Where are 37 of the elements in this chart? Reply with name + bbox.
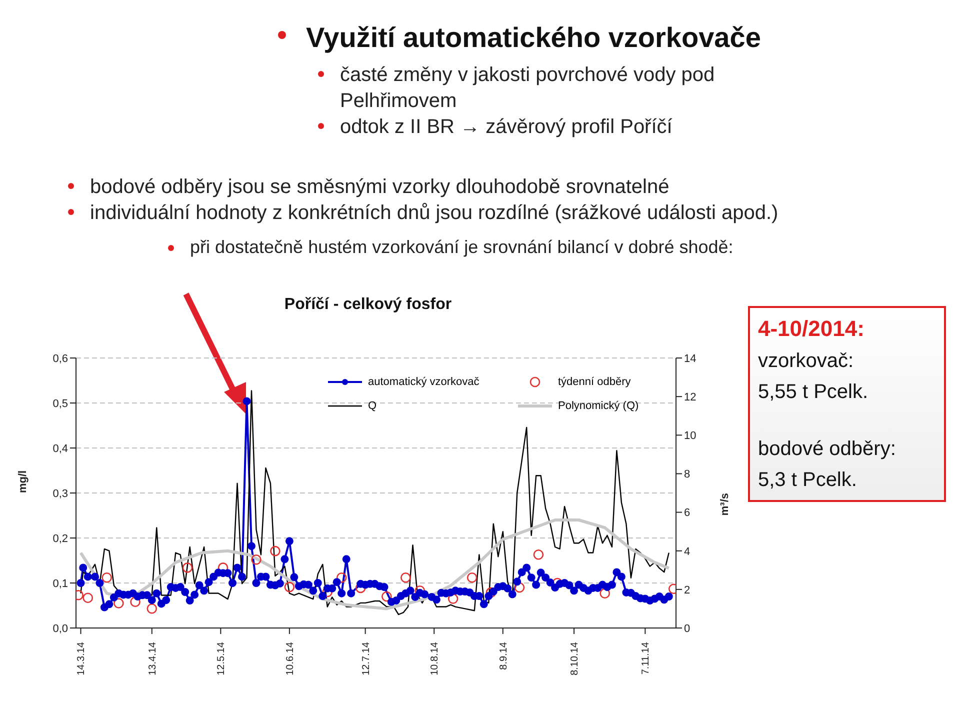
y-tick-label: 0,0 (52, 622, 68, 635)
x-tick-label: 14.3.14 (76, 642, 88, 676)
text: Využití automatického vzorkovače (306, 22, 761, 54)
y2-tick-label: 2 (684, 584, 690, 596)
legend-label: Polynomický (Q) (558, 400, 639, 412)
y2-tick-label: 12 (684, 391, 696, 404)
y-tick-label: 0,5 (52, 398, 68, 410)
y2-tick-label: 10 (684, 430, 696, 442)
y-tick-label: 0,3 (52, 488, 68, 500)
text: individuální hodnoty z konkrétních dnů jsou rozdílné (srážkové události apod.) (90, 201, 778, 226)
x-tick-label: 7.11.14 (640, 642, 652, 675)
text: odtok z II BR → závěrový profil Poříčí (340, 115, 672, 140)
summary-box: 4-10/2014: vzorkovač: 5,55 t Pcelk. bodové odběry: 5,3 t Pcelk. (748, 306, 946, 502)
legend-label: automatický vzorkovač (368, 376, 480, 388)
y2-tick-label: 0 (684, 622, 690, 635)
x-tick-label: 10.8.14 (430, 642, 441, 676)
x-tick-label: 13.4.14 (147, 642, 158, 676)
y2-tick-label: 6 (684, 507, 690, 520)
x-tick-label: 10.6.14 (284, 642, 296, 676)
y2-axis-title: m³/s (718, 493, 731, 516)
y2-tick-label: 4 (684, 546, 690, 558)
legend-label: týdenní odběry (558, 376, 631, 388)
chart-title: Poříčí - celkový fosfor (283, 296, 453, 314)
x-tick-label: 12.5.14 (216, 642, 228, 676)
x-tick-label: 8.10.14 (570, 642, 581, 676)
legend-label: Q (368, 400, 377, 412)
y-tick-label: 0,4 (52, 442, 68, 455)
y-axis-title: mg/l (16, 470, 29, 493)
y2-tick-label: 8 (684, 468, 690, 481)
x-tick-label: 8.9.14 (498, 642, 510, 670)
y-tick-label: 0,1 (52, 578, 68, 590)
y2-tick-label: 14 (684, 352, 696, 365)
y-tick-label: 0,6 (52, 352, 68, 365)
text: při dostatečně hustém vzorkování je srovnání bilancí v dobré shodě: (190, 236, 734, 259)
text: bodové odběry jsou se směsnými vzorky dlouhodobě srovnatelné (90, 175, 670, 200)
y-tick-label: 0,2 (52, 532, 68, 545)
x-tick-label: 12.7.14 (360, 642, 372, 676)
